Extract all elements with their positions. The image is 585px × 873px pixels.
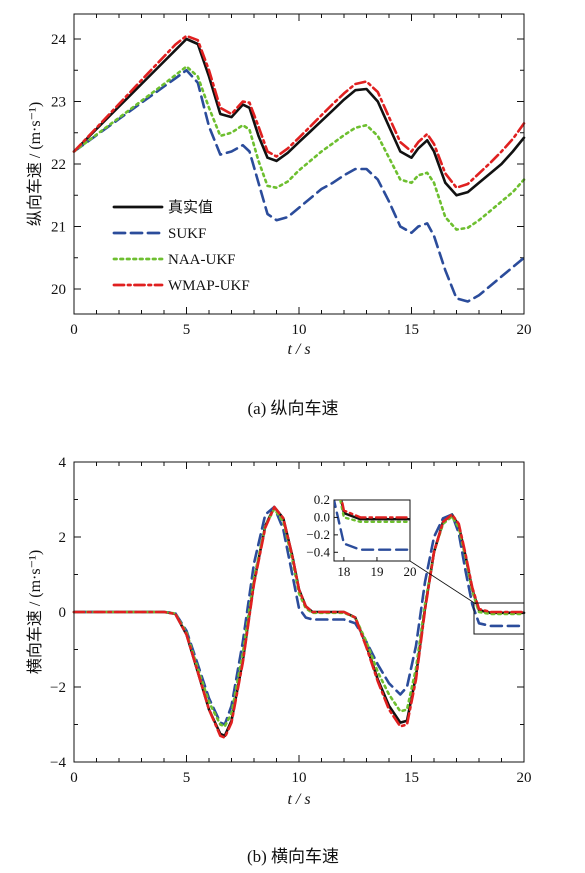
- x-tick-label: 0: [70, 770, 78, 786]
- legend-label: 真实值: [168, 198, 213, 216]
- plot-area: [72, 34, 526, 303]
- inset-x-tick-label: 20: [404, 564, 417, 579]
- x-tick-label: 5: [183, 770, 191, 786]
- x-axis-label: t / s: [287, 341, 310, 358]
- chart-longitudinal-speed: 0 5 10 15 20 20 21 22 23 24 t / s 纵向车速 / (m·s⁻¹)…: [26, 13, 532, 418]
- series-line-真实值: [72, 37, 526, 197]
- y-tick-label: 21: [51, 220, 66, 236]
- caption-b: (b) 横向车速: [247, 847, 339, 866]
- x-tick-label: 20: [517, 322, 532, 338]
- inset-frame: [333, 499, 411, 562]
- series-line-WMAP-UKF: [72, 505, 526, 739]
- x-tick-labels: 0 5 10 15 20: [70, 322, 531, 338]
- x-tick-label: 5: [183, 322, 191, 338]
- inset-y-tick-label: 0.2: [314, 492, 330, 507]
- y-axis-label: 横向车速 / (m·s⁻¹): [26, 550, 44, 674]
- series-line-NAA-UKF: [72, 65, 526, 231]
- y-tick-label: 22: [51, 157, 66, 173]
- y-tick-label: 2: [59, 530, 67, 546]
- series-line-WMAP-UKF: [72, 34, 526, 189]
- y-tick-label: 4: [59, 455, 67, 471]
- series-line-SUKF: [72, 68, 526, 303]
- inset-y-tick-label: 0.0: [314, 509, 330, 524]
- legend-label: NAA-UKF: [168, 252, 236, 268]
- x-tick-label: 10: [292, 322, 307, 338]
- y-axis-label: 纵向车速 / (m·s⁻¹): [26, 102, 44, 226]
- y-tick-label: −2: [50, 680, 66, 696]
- inset-x-tick-label: 18: [337, 564, 350, 579]
- zoom-connector: [409, 560, 477, 605]
- y-tick-labels: −4 −2 0 2 4: [50, 455, 66, 771]
- x-axis-label: t / s: [287, 791, 310, 808]
- y-tick-label: 20: [51, 282, 66, 298]
- x-tick-labels: 0 5 10 15 20: [70, 770, 531, 786]
- series-line-SUKF: [72, 505, 526, 726]
- inset-x-tick-label: 19: [370, 564, 383, 579]
- inset-plot: 18 19 20 0.2 0.0 −0.2 −0.4: [306, 492, 417, 579]
- x-tick-label: 10: [292, 770, 307, 786]
- series-line-NAA-UKF: [72, 507, 526, 728]
- y-tick-label: 23: [51, 95, 66, 111]
- y-tick-label: 0: [59, 605, 67, 621]
- plot-frame: [73, 13, 525, 315]
- chart-lateral-speed: 0 5 10 15 20 −4 −2 0 2 4 t / s 横向车速 / (m·s⁻¹) 18…: [26, 455, 532, 866]
- legend-label: SUKF: [168, 226, 206, 242]
- plot-area: [72, 505, 526, 739]
- zoom-region-box: [473, 602, 525, 635]
- caption-a: (a) 纵向车速: [247, 399, 338, 418]
- x-tick-label: 15: [404, 322, 419, 338]
- legend: 真实值 SUKF NAA-UKF WMAP-UKF: [112, 198, 250, 294]
- y-tick-label: −4: [50, 755, 66, 771]
- x-tick-label: 20: [517, 770, 532, 786]
- axis-ticks: [73, 14, 525, 314]
- legend-label: WMAP-UKF: [168, 278, 250, 294]
- y-tick-labels: 20 21 22 23 24: [51, 32, 67, 298]
- x-tick-label: 0: [70, 322, 78, 338]
- y-tick-label: 24: [51, 32, 67, 48]
- inset-y-tick-label: −0.2: [306, 527, 330, 542]
- inset-y-tick-label: −0.4: [306, 544, 330, 559]
- x-tick-label: 15: [404, 770, 419, 786]
- series-line-真实值: [72, 505, 526, 738]
